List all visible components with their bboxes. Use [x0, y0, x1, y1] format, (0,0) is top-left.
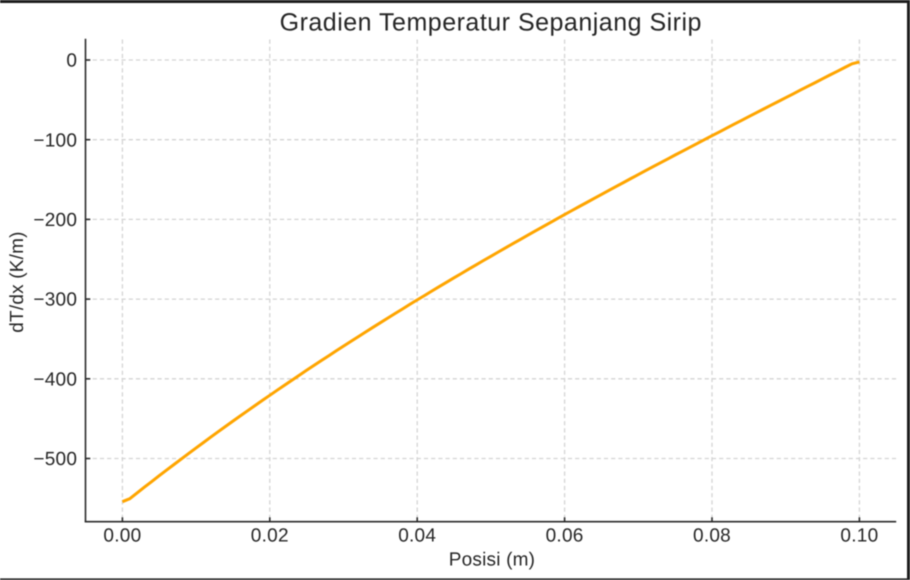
- svg-text:−500: −500: [33, 449, 77, 470]
- svg-text:−200: −200: [33, 210, 77, 231]
- svg-text:0.00: 0.00: [103, 526, 141, 547]
- svg-text:−100: −100: [33, 130, 77, 151]
- svg-text:Posisi (m): Posisi (m): [449, 549, 535, 570]
- svg-text:0.06: 0.06: [546, 526, 584, 547]
- svg-text:Gradien Temperatur Sepanjang S: Gradien Temperatur Sepanjang Sirip: [280, 9, 702, 37]
- svg-text:−300: −300: [33, 290, 77, 311]
- svg-text:−400: −400: [33, 369, 77, 390]
- svg-text:0.08: 0.08: [693, 526, 731, 547]
- svg-text:0.10: 0.10: [840, 526, 878, 547]
- svg-text:0: 0: [66, 51, 77, 72]
- svg-text:dT/dx (K/m): dT/dx (K/m): [7, 231, 28, 332]
- svg-text:0.04: 0.04: [398, 526, 436, 547]
- svg-text:0.02: 0.02: [251, 526, 289, 547]
